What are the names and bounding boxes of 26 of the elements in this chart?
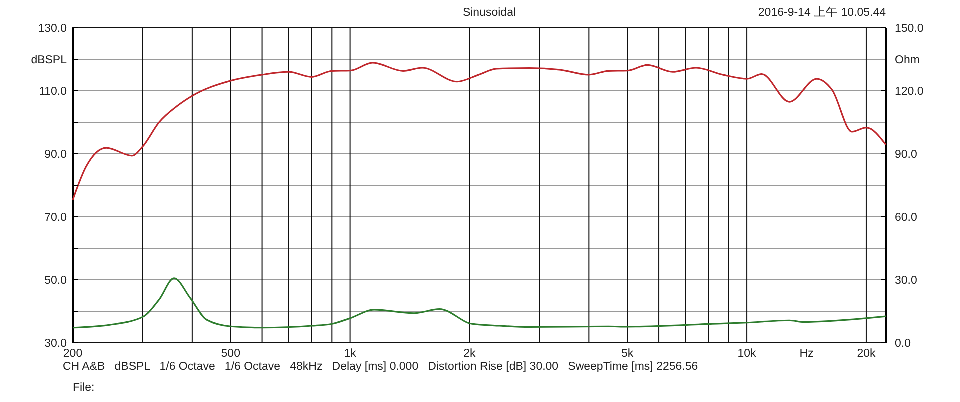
y2-tick-label: 120.0 — [895, 86, 924, 98]
x-axis-title: Hz — [800, 348, 814, 360]
y-axis-title: dBSPL — [31, 54, 68, 67]
text: File: — [73, 382, 95, 394]
x-tick-label: 200 — [63, 348, 83, 360]
x-tick-label: 500 — [221, 348, 240, 360]
x-tick-label: 1k — [344, 348, 357, 360]
y2-tick-label: 30.0 — [895, 275, 918, 288]
y2-tick-label: 60.0 — [895, 212, 918, 224]
x-tick-label: 20k — [857, 348, 876, 360]
y2-tick-label: 150.0 — [895, 23, 924, 36]
y2-tick-label: 0.0 — [895, 338, 911, 350]
y-tick-label: 30.0 — [44, 338, 67, 350]
x-tick-label: 2k — [464, 348, 476, 360]
y2-axis-title: Ohm — [895, 54, 920, 67]
y2-tick-label: 90.0 — [895, 149, 918, 162]
chart-title: Sinusoidal — [462, 7, 516, 19]
y-tick-label: 70.0 — [44, 212, 67, 224]
x-tick-label: 5k — [622, 348, 634, 360]
x-tick-label: 10k — [738, 348, 757, 360]
y-tick-label: 110.0 — [39, 86, 67, 98]
chart-subtitle: 2016-9-14 上午 10.05.44 — [758, 6, 887, 19]
text: CH A&B dBSPL 1/6 Octave 1/6 Octave 48kHz Delay [ms] 0.000 Distortion Rise [dB] 30.00 SweepTime [ms] 2256.56 — [63, 361, 698, 373]
y-tick-label: 90.0 — [44, 149, 67, 162]
y-tick-label: 50.0 — [44, 275, 67, 288]
y-tick-label: 130.0 — [38, 23, 67, 36]
